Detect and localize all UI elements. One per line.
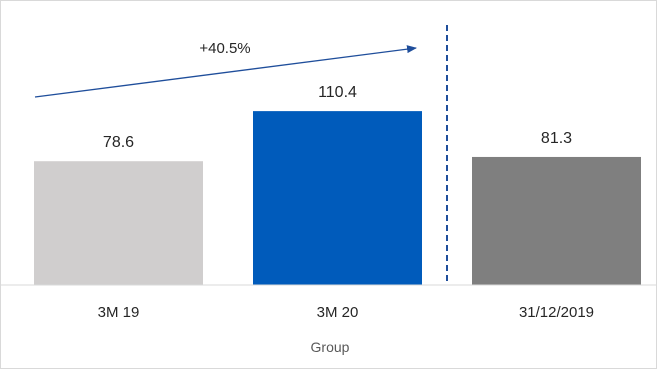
category-label-3: 31/12/2019 (519, 304, 594, 321)
bar-3 (472, 156, 641, 285)
category-label-1: 3M 19 (98, 304, 140, 321)
data-label-2: 110.4 (318, 84, 357, 101)
bar-1 (34, 161, 203, 285)
data-label-1: 78.6 (103, 134, 134, 151)
bars-layer (34, 111, 641, 286)
bar-2 (253, 111, 422, 286)
data-label-3: 81.3 (541, 130, 572, 147)
growth-annotation-label: +40.5% (199, 40, 250, 57)
annotation-layer: +40.5% (34, 25, 448, 285)
x-axis-title: Group (311, 339, 350, 355)
growth-arrow (34, 45, 417, 98)
labels-layer: 78.6 3M 19 110.4 3M 20 81.3 31/12/2019 (98, 84, 594, 321)
category-label-2: 3M 20 (317, 304, 359, 321)
